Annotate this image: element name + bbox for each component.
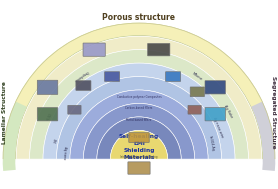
FancyBboxPatch shape [37, 108, 58, 121]
FancyBboxPatch shape [205, 108, 225, 121]
Wedge shape [3, 23, 275, 159]
Wedge shape [3, 23, 139, 171]
Text: CNTs: CNTs [44, 112, 51, 121]
Text: Self-healing
EMI
Shielding
Materials: Self-healing EMI Shielding Materials [119, 134, 159, 160]
FancyBboxPatch shape [128, 162, 150, 174]
FancyBboxPatch shape [188, 105, 201, 114]
Text: Metal-based fillers: Metal-based fillers [126, 118, 152, 122]
Wedge shape [16, 23, 262, 107]
Wedge shape [70, 90, 208, 159]
Text: Carbon-based fillers: Carbon-based fillers [125, 106, 153, 110]
Text: LM: LM [51, 138, 56, 144]
FancyBboxPatch shape [76, 81, 91, 90]
Text: Graphene: Graphene [73, 69, 89, 83]
FancyBboxPatch shape [205, 81, 225, 94]
Wedge shape [97, 117, 181, 159]
Text: Lamellar Structure: Lamellar Structure [2, 81, 7, 144]
Wedge shape [15, 35, 263, 159]
Wedge shape [110, 130, 168, 159]
Wedge shape [83, 103, 195, 159]
FancyBboxPatch shape [83, 43, 105, 56]
Text: Intrinsic/Extrinsic Self-healing: Intrinsic/Extrinsic Self-healing [120, 155, 158, 159]
FancyBboxPatch shape [105, 72, 120, 81]
FancyBboxPatch shape [37, 80, 58, 94]
Text: Fe3O4-Ag: Fe3O4-Ag [207, 136, 215, 152]
Text: Ag nano wire: Ag nano wire [212, 116, 224, 138]
Text: Conductive polymer Composites: Conductive polymer Composites [117, 95, 161, 99]
Wedge shape [139, 23, 275, 171]
Wedge shape [56, 77, 222, 159]
FancyBboxPatch shape [190, 87, 204, 97]
Text: Ag flake: Ag flake [223, 104, 234, 119]
Text: MXene: MXene [191, 71, 203, 81]
FancyBboxPatch shape [148, 43, 170, 56]
FancyBboxPatch shape [165, 72, 181, 81]
Wedge shape [16, 36, 262, 159]
FancyBboxPatch shape [68, 105, 81, 114]
Text: Segregated Structure: Segregated Structure [271, 76, 276, 149]
Wedge shape [43, 63, 235, 159]
Text: Ag nano: Ag nano [62, 146, 68, 159]
FancyBboxPatch shape [129, 133, 149, 142]
Wedge shape [29, 50, 249, 159]
Text: Porous structure: Porous structure [103, 13, 175, 22]
